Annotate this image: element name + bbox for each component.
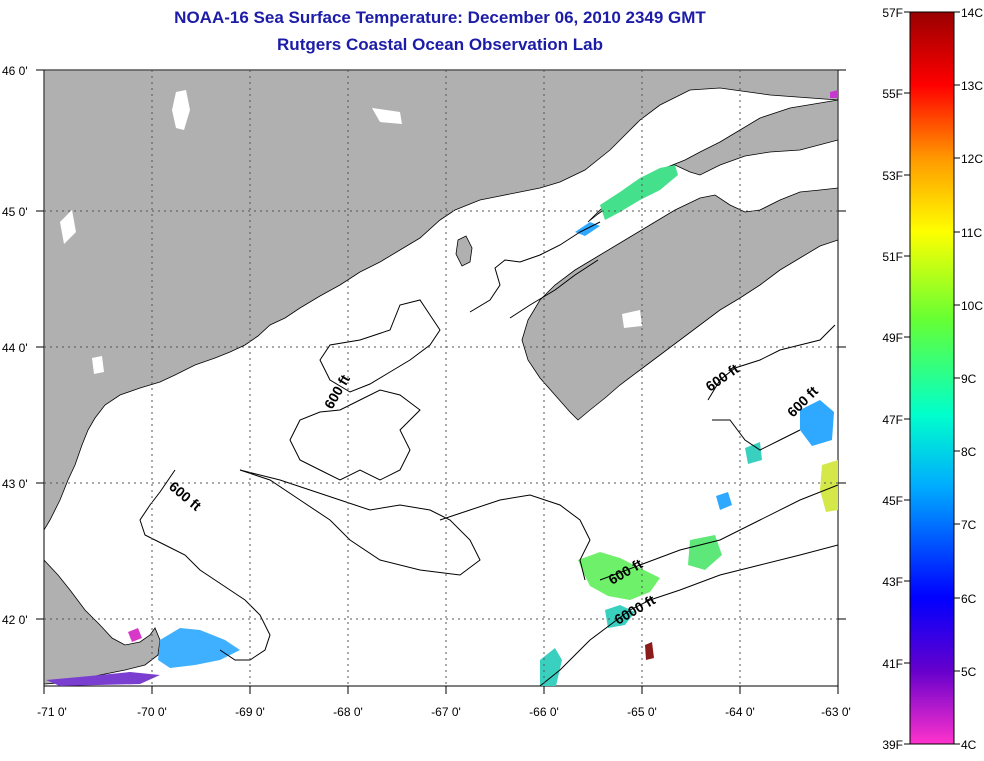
colorbar-c-label: 10C <box>961 299 983 313</box>
lon-label: -70 0' <box>137 705 167 719</box>
colorbar-f-label: 39F <box>882 738 903 752</box>
map-title: NOAA-16 Sea Surface Temperature: Decembe… <box>174 8 706 27</box>
map-subtitle: Rutgers Coastal Ocean Observation Lab <box>277 35 603 54</box>
colorbar-f-label: 57F <box>882 6 903 20</box>
lon-label: -71 0' <box>37 705 67 719</box>
sst-observations <box>46 90 838 686</box>
colorbar-c-label: 6C <box>961 592 977 606</box>
colorbar-f-label: 45F <box>882 494 903 508</box>
contour-600ft-scotian <box>707 324 836 401</box>
land-nova-scotia <box>521 187 838 421</box>
lon-label: -64 0' <box>725 705 755 719</box>
colorbar-c-label: 12C <box>961 152 983 166</box>
colorbar-c-label: 13C <box>961 79 983 93</box>
contour-600ft-north <box>319 299 441 393</box>
lon-label: -66 0' <box>529 705 559 719</box>
contour-600ft-west <box>139 469 271 661</box>
inland-lakes <box>60 90 642 374</box>
lat-label: 42 0' <box>2 613 28 627</box>
depth-contours <box>139 221 838 686</box>
lon-label: -68 0' <box>333 705 363 719</box>
colorbar-c-label: 8C <box>961 445 977 459</box>
lon-label: -65 0' <box>627 705 657 719</box>
colorbar-f-label: 47F <box>882 413 903 427</box>
colorbar-c-label: 4C <box>961 738 977 752</box>
land-new-england <box>44 70 838 531</box>
colorbar-f-label: 55F <box>882 87 903 101</box>
land-new-brunswick <box>587 99 838 223</box>
land-grand-manan <box>455 235 473 267</box>
colorbar-c-label: 5C <box>961 665 977 679</box>
contour-600ft-scotian-b <box>712 419 801 451</box>
lat-label: 46 0' <box>2 64 28 78</box>
colorbar-c-label: 14C <box>961 6 983 20</box>
lon-label: -63 0' <box>821 705 851 719</box>
temperature-colorbar <box>909 11 955 745</box>
lon-label: -67 0' <box>431 705 461 719</box>
contour-600ft-shelf <box>439 494 591 581</box>
colorbar-c-label: 9C <box>961 372 977 386</box>
lat-label: 45 0' <box>2 205 28 219</box>
contour-6000ft <box>539 544 838 686</box>
contour-600ft-inner <box>289 389 421 481</box>
axis-ticks <box>36 69 846 694</box>
contour-fundy <box>469 221 601 313</box>
colorbar-f-label: 51F <box>882 250 903 264</box>
graticule <box>44 70 838 686</box>
colorbar-f-label: 43F <box>882 575 903 589</box>
colorbar-c-label: 11C <box>961 226 982 240</box>
lat-label: 43 0' <box>2 477 28 491</box>
colorbar-f-label: 41F <box>882 657 903 671</box>
colorbar-f-label: 53F <box>882 169 903 183</box>
colorbar-c-label: 7C <box>961 518 977 532</box>
contour-fundy-b <box>509 259 599 319</box>
colorbar-f-label: 49F <box>882 331 903 345</box>
lat-label: 44 0' <box>2 341 28 355</box>
lon-label: -69 0' <box>235 705 265 719</box>
contour-600ft-georges <box>239 469 481 576</box>
contour-600ft-east <box>599 484 838 581</box>
